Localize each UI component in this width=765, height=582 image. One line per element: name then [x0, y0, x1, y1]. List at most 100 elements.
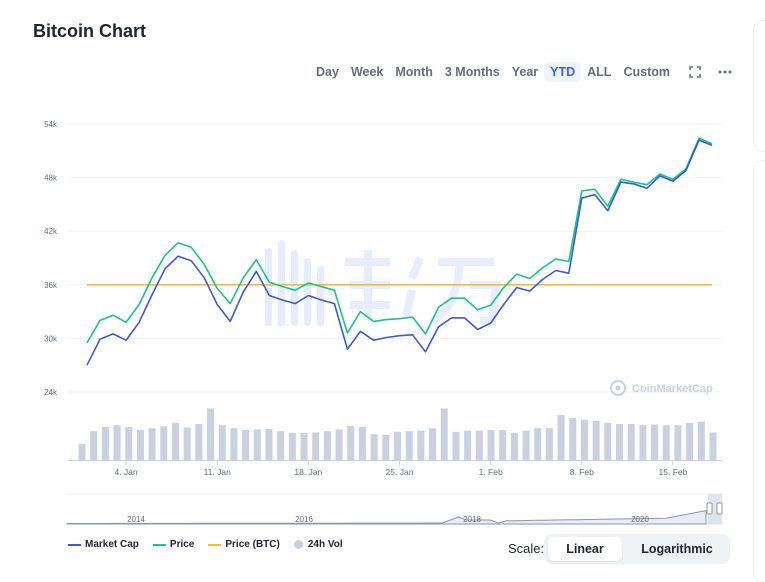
range-selector: Day Week Month 3 Months Year YTD ALL Cus…	[310, 61, 736, 83]
y-tick-label: 54k	[44, 120, 58, 129]
volume-bar	[662, 425, 670, 460]
volume-bar	[113, 425, 121, 460]
navigator-handle-left[interactable]	[706, 502, 713, 515]
volume-bar	[394, 431, 401, 460]
x-tick-label: 18. Jan	[294, 467, 322, 477]
volume-bar	[429, 428, 437, 460]
volume-bar	[358, 427, 366, 460]
volume-bar	[604, 422, 612, 460]
legend-price-btc[interactable]: Price (BTC)	[208, 539, 280, 550]
navigator-year-label: 2020	[631, 515, 649, 524]
x-tick-label: 25. Jan	[386, 467, 414, 477]
volume-bar	[78, 443, 86, 460]
legend-label: Price	[169, 539, 195, 550]
volume-bar	[90, 431, 98, 460]
range-navigator[interactable]: 2014 2016 2018 2020	[66, 493, 723, 526]
volume-bar	[288, 433, 296, 460]
scale-logarithmic-button[interactable]: Logarithmic	[641, 542, 713, 556]
volume-bar	[125, 427, 133, 460]
chart-legend: Market Cap Price Price (BTC) 24h Vol	[68, 539, 357, 550]
side-panel-card	[753, 20, 765, 152]
range-custom-button[interactable]: Custom	[623, 65, 670, 79]
volume-bar	[651, 424, 659, 460]
legend-label: Price (BTC)	[225, 539, 280, 550]
volume-bar	[323, 431, 331, 460]
watermark	[265, 240, 501, 326]
volume-bar	[312, 432, 320, 460]
legend-label: Market Cap	[85, 539, 139, 550]
volume-bar	[686, 422, 694, 460]
volume-bar	[452, 431, 460, 460]
navigator-year-label: 2016	[295, 515, 313, 524]
volume-bar	[592, 421, 600, 460]
range-3months-button[interactable]: 3 Months	[444, 65, 500, 79]
volume-bar	[335, 429, 343, 460]
navigator-year-label: 2018	[463, 515, 481, 524]
bitcoin-chart: 24k 30k 36k 42k 48k 54k 4. Jan 11. Jan 18. Jan 2…	[44, 120, 723, 526]
volume-bar	[639, 425, 647, 460]
volume-bar	[265, 428, 273, 460]
volume-bar	[417, 430, 425, 460]
volume-bar	[277, 431, 285, 460]
volume-bar	[253, 429, 261, 460]
legend-price[interactable]: Price	[152, 539, 195, 550]
range-week-button[interactable]: Week	[350, 65, 384, 79]
navigator-handle-right[interactable]	[716, 502, 723, 515]
volume-bar	[709, 432, 717, 460]
x-axis: 4. Jan 11. Jan 18. Jan 25. Jan 1. Feb 8. Feb 1…	[68, 460, 722, 477]
volume-bar	[136, 430, 144, 460]
navigator-selection[interactable]	[708, 494, 722, 524]
volume-bar	[230, 428, 238, 460]
volume-bar	[580, 419, 588, 460]
y-tick-label: 30k	[44, 334, 58, 343]
coinmarketcap-watermark: CoinMarketCap	[610, 380, 713, 396]
volume-bar	[160, 426, 168, 460]
fullscreen-icon[interactable]	[684, 61, 706, 83]
volume-bar	[616, 424, 624, 460]
y-tick-label: 24k	[44, 388, 58, 397]
y-tick-label: 48k	[44, 174, 58, 183]
y-tick-label: 36k	[44, 281, 58, 290]
volume-bar	[627, 424, 635, 460]
navigator-year-label: 2014	[127, 515, 145, 524]
volume-bar	[195, 424, 203, 460]
volume-bar	[148, 428, 156, 460]
page-title: Bitcoin Chart	[33, 21, 147, 41]
range-month-button[interactable]: Month	[395, 65, 433, 79]
legend-volume[interactable]: 24h Vol	[293, 539, 343, 550]
more-dots-icon[interactable]	[714, 61, 736, 83]
legend-market-cap[interactable]: Market Cap	[68, 539, 139, 550]
scale-linear-button[interactable]: Linear	[548, 537, 622, 561]
volume-bar	[499, 430, 507, 460]
volume-bar	[510, 433, 518, 460]
volume-bar	[464, 430, 472, 460]
volume-bar	[207, 408, 215, 460]
scale-label: Scale:	[508, 541, 545, 556]
range-ytd-button[interactable]: YTD	[544, 62, 582, 82]
y-tick-label: 42k	[44, 227, 58, 236]
legend-price-btc-swatch	[208, 543, 222, 546]
range-year-button[interactable]: Year	[511, 65, 539, 79]
volume-bar	[487, 430, 495, 460]
series-lines	[86, 137, 713, 366]
legend-volume-swatch	[293, 540, 303, 549]
x-tick-label: 1. Feb	[479, 467, 503, 477]
volume-bar	[382, 434, 390, 460]
series-line-market-cap	[86, 139, 713, 366]
range-day-button[interactable]: Day	[316, 65, 339, 79]
x-tick-label: 11. Jan	[204, 467, 232, 477]
volume-bar	[218, 425, 226, 460]
range-all-button[interactable]: ALL	[587, 65, 612, 79]
volume-bar	[370, 434, 378, 460]
x-tick-label: 15. Feb	[659, 467, 688, 477]
series-line-price	[86, 137, 713, 344]
legend-market-cap-swatch	[68, 543, 81, 546]
volume-bar	[697, 421, 705, 460]
volume-bar	[101, 427, 109, 460]
volume-bar	[242, 430, 250, 460]
volume-bar	[440, 408, 448, 460]
volume-bar	[545, 428, 553, 460]
volume-bars	[78, 408, 717, 460]
legend-price-swatch	[152, 543, 166, 546]
volume-bar	[183, 427, 191, 460]
